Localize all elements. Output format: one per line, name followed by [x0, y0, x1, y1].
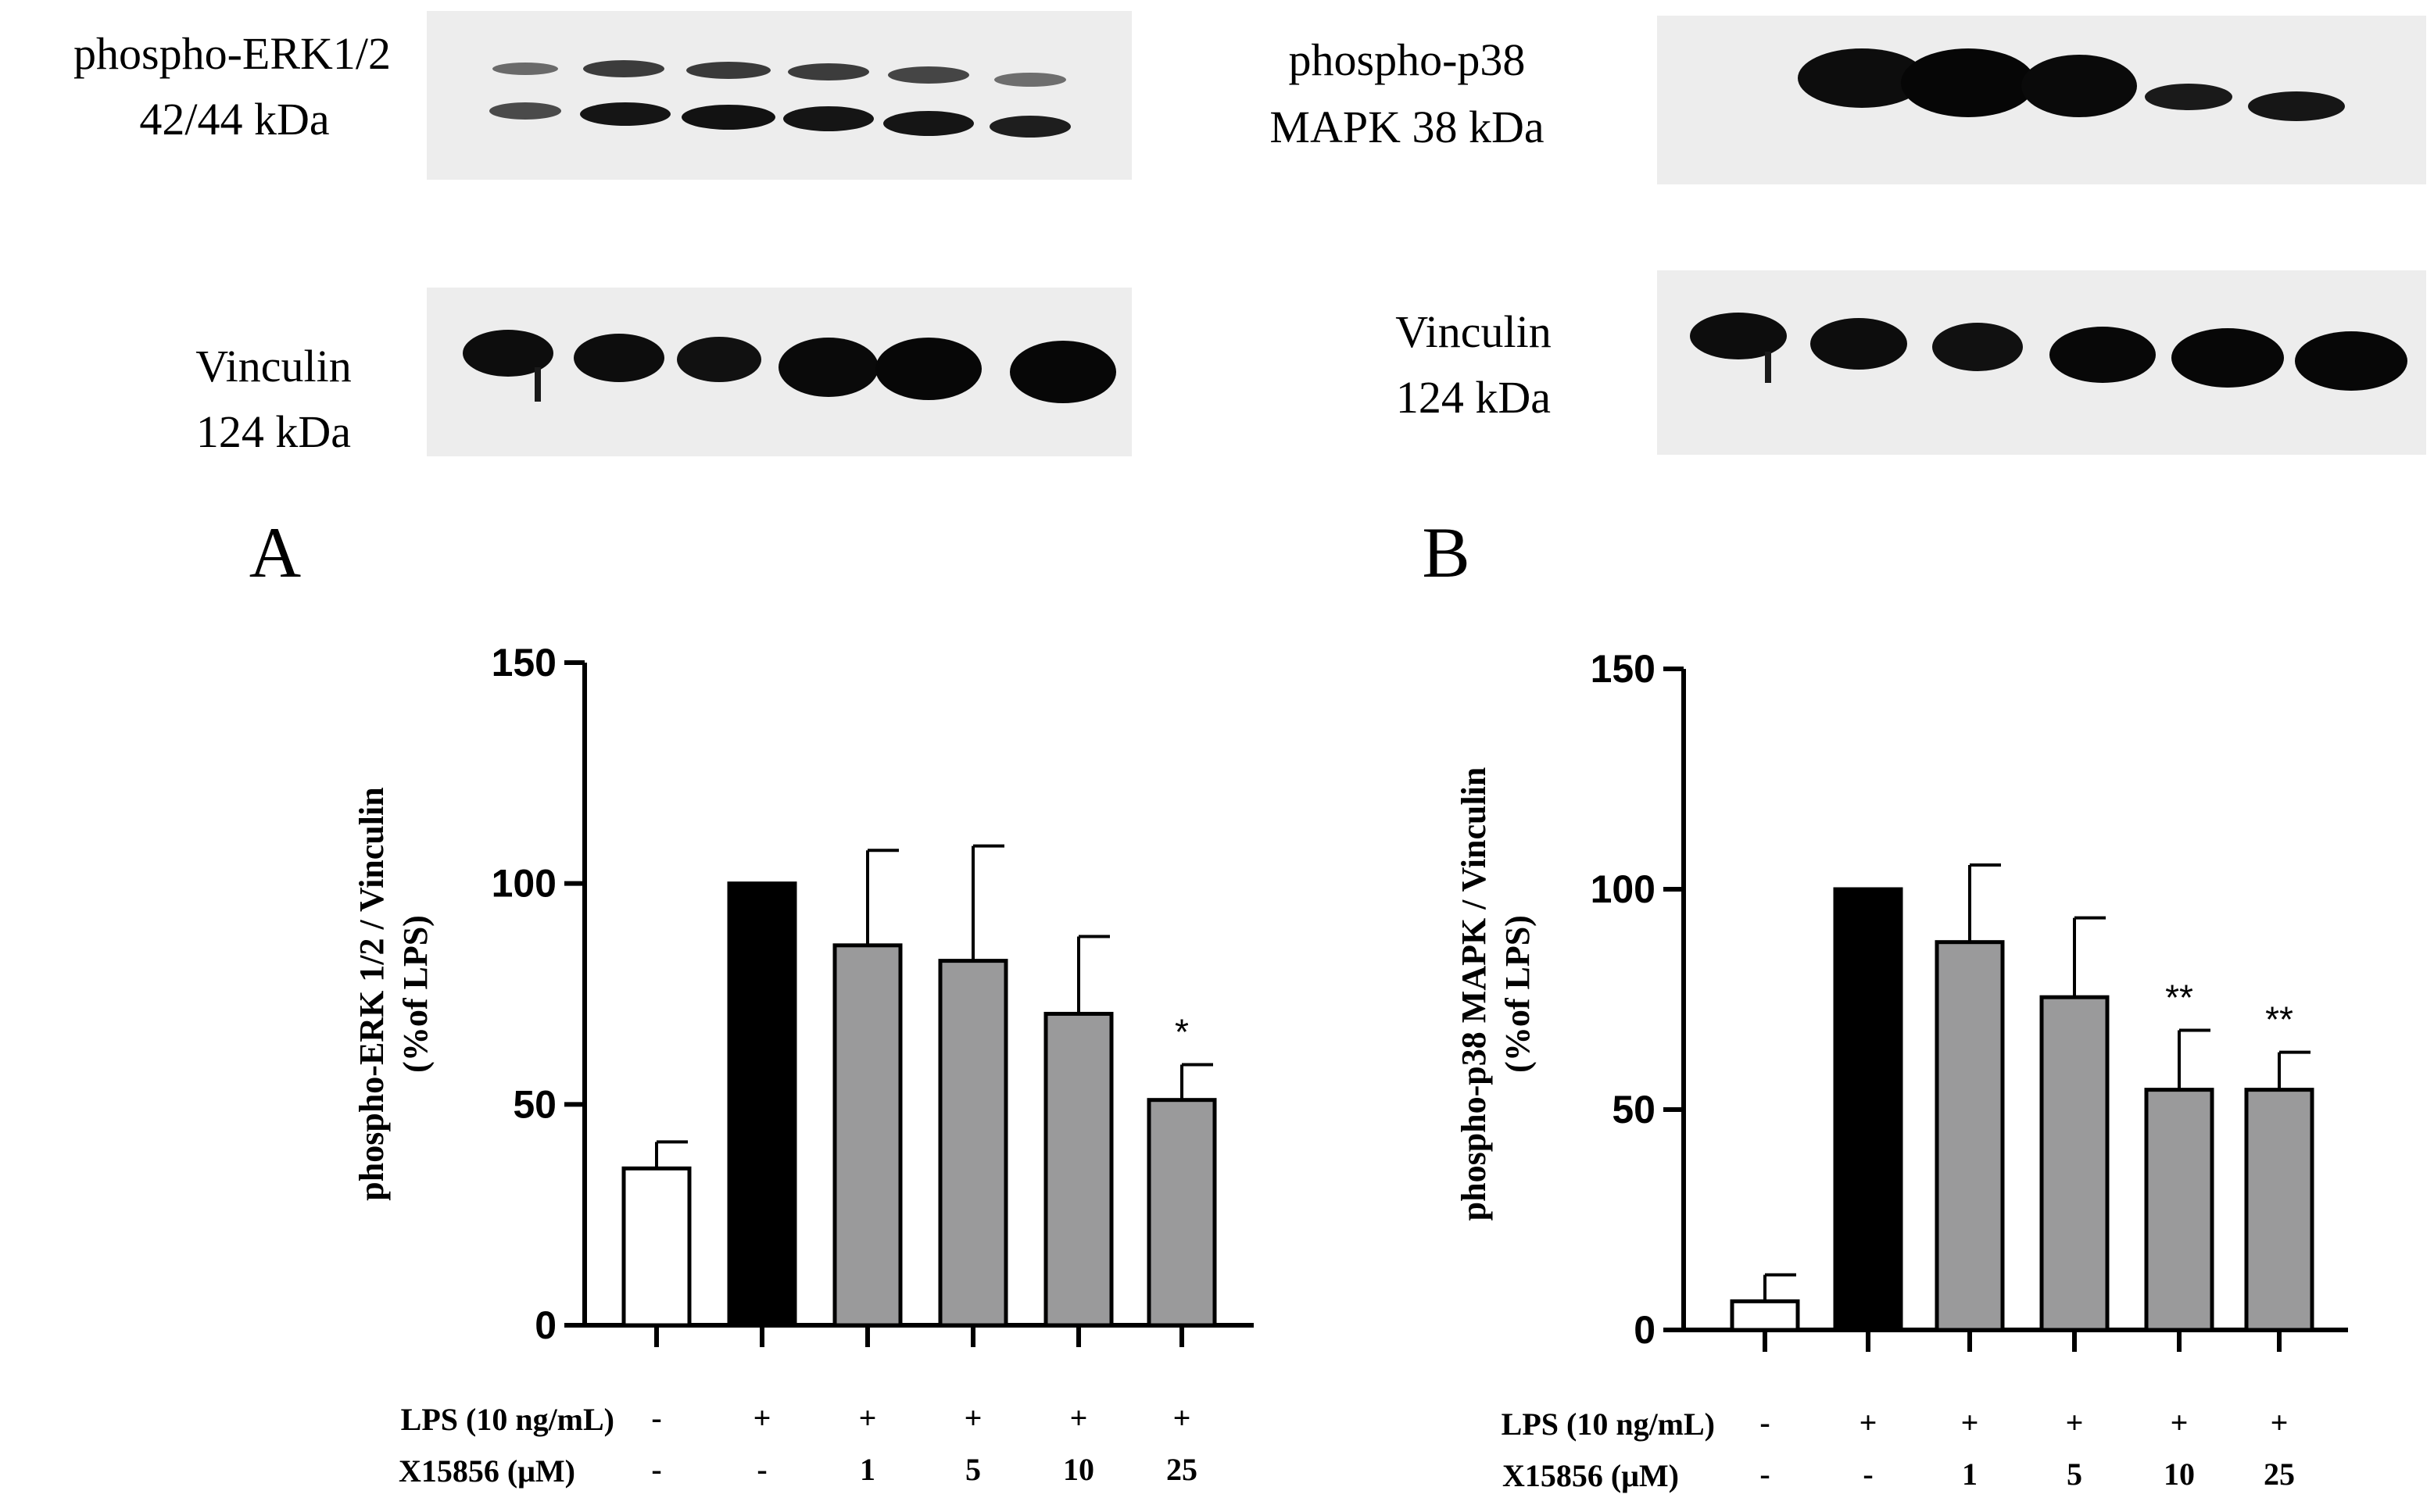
chart-a-lps-symbol: +	[1173, 1400, 1191, 1435]
blot-a-target-label-line1: phospho-ERK1/2	[73, 28, 391, 79]
chart-b-bar	[1935, 940, 2005, 1332]
chart-b-bar	[1833, 887, 1903, 1332]
chart-a-x15856-symbol: -	[651, 1452, 661, 1487]
chart-a-bar	[1043, 1011, 1114, 1328]
chart-b-lps-symbol: -	[1759, 1405, 1770, 1440]
chart-a-y-tick-label: 100	[492, 862, 557, 906]
chart-b-bar	[2144, 1088, 2214, 1332]
blot-a-loading-label-line1: Vinculin	[195, 341, 352, 391]
chart-a-bar	[621, 1166, 692, 1328]
chart-b-lps-symbol: +	[1860, 1405, 1877, 1440]
blot-a-loading-image	[427, 288, 1132, 456]
blot-a-loading-label-line2: 124 kDa	[196, 406, 351, 457]
blot-b-loading-label-line2: 124 kDa	[1396, 372, 1551, 423]
chart-a: 0 50 100 150 * - + + + + + - - 1 5 10 25	[492, 641, 1254, 1487]
chart-b-x15856-symbol: -	[1759, 1457, 1770, 1492]
chart-b-lps-symbol: +	[2066, 1405, 2084, 1440]
chart-a-x15856-row-label: X15856 (μM)	[399, 1453, 575, 1489]
chart-a-ylabel-line1: phospho-ERK 1/2 / Vinculin	[353, 787, 391, 1200]
blot-b-loading-image	[1657, 270, 2426, 455]
chart-b-x15856-symbol: -	[1863, 1457, 1873, 1492]
chart-a-lps-symbol: +	[753, 1400, 771, 1435]
chart-a-bar	[938, 959, 1008, 1328]
blot-b-target-label-line1: phospho-p38	[1289, 34, 1526, 85]
chart-b-ylabel-line2: (%of LPS)	[1498, 915, 1537, 1073]
panel-label-a: A	[249, 513, 301, 592]
blot-a-target-image	[427, 11, 1132, 180]
chart-b-lps-row-label: LPS (10 ng/mL)	[1502, 1407, 1715, 1442]
chart-b-lps-symbol: +	[1961, 1405, 1979, 1440]
chart-b-y-tick-label: 150	[1591, 647, 1655, 691]
chart-b-bar	[2039, 995, 2110, 1332]
chart-a-x15856-symbol: 10	[1063, 1452, 1094, 1487]
chart-a-y-tick-label: 50	[513, 1082, 557, 1126]
chart-b-y-tick-label: 100	[1591, 867, 1655, 911]
chart-b-x15856-row-label: X15856 (μM)	[1502, 1458, 1679, 1493]
chart-a-y-tick-label: 0	[535, 1303, 557, 1347]
chart-b-significance-marker: **	[2265, 999, 2293, 1040]
blot-b-loading-label-line1: Vinculin	[1395, 306, 1552, 357]
chart-a-ylabel-line2: (%of LPS)	[396, 915, 435, 1073]
chart-a-lps-symbol: +	[1070, 1400, 1088, 1435]
chart-a-bar	[832, 943, 903, 1328]
chart-a-x15856-symbol: 1	[860, 1452, 875, 1487]
chart-a-bar	[1147, 1098, 1217, 1328]
chart-a-lps-symbol: +	[859, 1400, 877, 1435]
chart-b-x15856-symbol: 10	[2164, 1457, 2195, 1492]
chart-a-lps-symbol: +	[965, 1400, 983, 1435]
chart-a-x15856-symbol: 25	[1166, 1452, 1197, 1487]
blot-b-target-label-line2: MAPK 38 kDa	[1269, 102, 1544, 152]
blot-a-target-label-line2: 42/44 kDa	[139, 94, 329, 145]
chart-a-y-tick-label: 150	[492, 641, 557, 685]
chart-a-significance-marker: *	[1175, 1011, 1189, 1052]
chart-b-x15856-symbol: 5	[2067, 1457, 2082, 1492]
panel-label-b: B	[1422, 513, 1469, 592]
chart-a-lps-symbol: -	[651, 1400, 661, 1435]
chart-a-x15856-symbol: -	[757, 1452, 767, 1487]
chart-b-bar	[1730, 1299, 1800, 1332]
chart-b-lps-symbol: +	[2171, 1405, 2189, 1440]
chart-b-ylabel-line1: phospho-p38 MAPK / Vinculin	[1455, 767, 1493, 1221]
chart-b-x15856-symbol: 1	[1962, 1457, 1978, 1492]
chart-b-x15856-symbol: 25	[2264, 1457, 2295, 1492]
chart-a-lps-row-label: LPS (10 ng/mL)	[401, 1402, 614, 1437]
blot-b-target-image	[1657, 16, 2426, 184]
chart-a-x15856-symbol: 5	[965, 1452, 981, 1487]
chart-b-bar	[2244, 1088, 2314, 1332]
chart-a-bar	[727, 881, 797, 1328]
chart-b-y-tick-label: 0	[1634, 1308, 1655, 1352]
chart-b-lps-symbol: +	[2271, 1405, 2289, 1440]
chart-b-significance-marker: **	[2165, 977, 2193, 1017]
chart-b-y-tick-label: 50	[1612, 1088, 1655, 1131]
chart-b: 0 50 100 150 ** ** - + + + + + - - 1 5 10 25	[1591, 647, 2348, 1492]
